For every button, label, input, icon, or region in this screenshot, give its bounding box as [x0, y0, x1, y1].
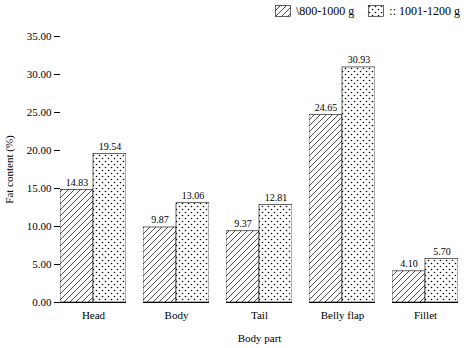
svg-text:12.81: 12.81	[265, 192, 288, 203]
html-text:\800-1000 g: \800-1000 g	[296, 3, 355, 18]
svg-text:35.00: 35.00	[27, 30, 52, 42]
svg-text:4.10: 4.10	[400, 258, 418, 269]
svg-text:Tail: Tail	[251, 309, 268, 321]
svg-text:Body part: Body part	[238, 332, 282, 344]
svg-text:30.00: 30.00	[27, 68, 52, 80]
svg-text:Fat content (%): Fat content (%)	[3, 135, 16, 204]
svg-text:Fillet: Fillet	[414, 309, 437, 321]
svg-text:20.00: 20.00	[27, 144, 52, 156]
svg-text:Head: Head	[82, 309, 106, 321]
svg-text:0.00: 0.00	[32, 296, 52, 308]
html-text::: 1001-1200 g: :: 1001-1200 g	[389, 3, 460, 18]
svg-text:14.83: 14.83	[66, 177, 89, 188]
svg-text:10.00: 10.00	[27, 220, 52, 232]
svg-text:15.00: 15.00	[27, 182, 52, 194]
svg-text:24.65: 24.65	[315, 102, 338, 113]
svg-text:13.06: 13.06	[182, 190, 205, 201]
svg-text:5.70: 5.70	[433, 246, 451, 257]
svg-text:25.00: 25.00	[27, 106, 52, 118]
svg-text:30.93: 30.93	[348, 54, 371, 65]
svg-text:19.54: 19.54	[99, 141, 122, 152]
svg-text:Body: Body	[165, 309, 189, 321]
svg-text:9.87: 9.87	[151, 214, 169, 225]
svg-text:Belly flap: Belly flap	[321, 309, 365, 321]
svg-text:9.37: 9.37	[234, 218, 252, 229]
svg-text:5.00: 5.00	[32, 258, 52, 270]
